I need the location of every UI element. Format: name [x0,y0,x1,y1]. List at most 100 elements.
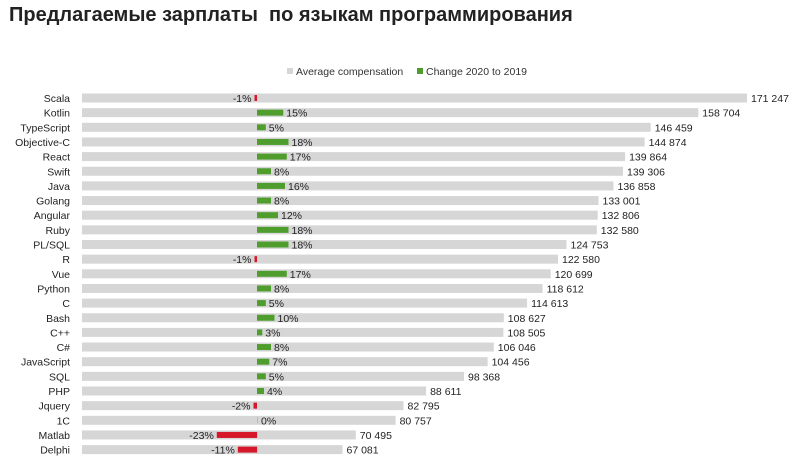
avg-bar-sql [82,371,464,381]
change-bar-python [257,285,271,292]
category-label-objective-c: Objective-C [15,137,70,149]
avg-bar-java [82,181,614,191]
change-bar-typescript [257,124,266,131]
change-value-label-kotlin: 15% [286,108,307,120]
change-bar-sql [257,373,266,380]
change-value-label-sql: 5% [269,371,284,383]
category-label-java: Java [48,181,70,193]
change-bar-php [257,388,264,394]
category-label-vue: Vue [52,269,70,281]
avg-bar-golang [82,196,599,206]
avg-value-label-kotlin: 158 704 [702,108,740,120]
avg-value-label-swift: 139 306 [627,166,665,178]
avg-bar-c [82,298,528,308]
category-label-1c: 1C [57,415,71,427]
change-bar-r [254,256,257,263]
chart-title: Предлагаемые зарплаты по языкам программ… [9,4,573,26]
avg-bar-delphi [82,445,343,455]
change-bar-delphi [237,446,258,453]
avg-value-label-jquery: 82 795 [408,401,440,413]
avg-value-label-java: 136 858 [618,181,656,193]
avg-value-label-c: 114 613 [531,298,568,310]
change-value-label-objective-c: 18% [292,137,313,149]
avg-value-label-javascript: 104 456 [492,357,530,369]
category-label-golang: Golang [36,196,70,208]
avg-bar-python [82,283,543,293]
change-bar-ruby [257,226,289,233]
avg-value-label-r: 122 580 [562,254,600,266]
change-value-label-scala: -1% [233,93,252,105]
avg-bar-pl-sql [82,240,567,249]
category-label-jquery: Jquery [38,401,70,413]
change-value-label-jquery: -2% [232,401,251,413]
change-bar-matlab [216,431,258,438]
change-value-label-php: 4% [267,386,282,398]
change-bar-bash [257,314,275,321]
category-label-python: Python [37,283,70,295]
change-value-label-typescript: 5% [269,122,284,134]
change-bar-1c [257,417,258,424]
avg-value-label-bash: 108 627 [508,313,546,325]
change-bar-javascript [257,358,270,365]
avg-value-label-golang: 133 001 [603,196,641,208]
change-value-label-javascript: 7% [272,357,287,369]
avg-bar-vue [82,269,551,279]
avg-value-label-objective-c: 144 874 [649,137,687,149]
avg-value-label-cplusplus: 108 505 [507,327,545,339]
avg-value-label-matlab: 70 495 [360,430,392,442]
legend-label-average: Average compensation [296,66,403,78]
change-value-label-ruby: 18% [292,225,313,237]
category-label-matlab: Matlab [38,430,70,442]
avg-bar-1c [82,415,396,425]
change-value-label-angular: 12% [281,210,302,222]
change-bar-angular [257,212,278,219]
avg-bar-react [82,152,626,162]
avg-bar-angular [82,210,598,220]
category-label-php: PHP [48,386,70,398]
change-bar-swift [257,168,271,175]
change-value-label-pl-sql: 18% [292,240,313,252]
change-bar-jquery [253,402,257,409]
avg-bar-ruby [82,225,597,235]
change-value-label-c: 5% [269,298,284,310]
category-label-bash: Bash [46,313,70,325]
change-value-label-csharp: 8% [274,342,289,354]
avg-value-label-ruby: 132 580 [601,225,639,237]
category-label-swift: Swift [47,166,70,178]
change-value-label-delphi: -11% [211,445,235,457]
change-bar-scala [254,95,257,101]
change-bar-vue [257,270,287,277]
avg-bar-swift [82,166,623,176]
change-bar-objective-c [257,138,289,145]
legend-swatch-average [287,68,293,74]
avg-value-label-delphi: 67 081 [347,445,379,457]
legend-swatch-change [417,68,423,74]
change-bar-golang [257,197,271,204]
change-value-label-bash: 10% [278,313,299,325]
avg-bar-r [82,254,558,264]
change-bar-cplusplus [257,329,263,336]
change-bar-kotlin [257,109,284,116]
avg-value-label-scala: 171 247 [751,93,789,105]
avg-value-label-python: 118 612 [547,283,584,295]
change-bar-react [257,153,287,160]
legend-label-change: Change 2020 to 2019 [426,66,527,78]
change-value-label-cplusplus: 3% [265,327,280,339]
change-value-label-swift: 8% [274,166,289,178]
change-value-label-python: 8% [274,283,289,295]
change-value-label-1c: 0% [261,415,276,427]
avg-value-label-vue: 120 699 [555,269,593,281]
category-label-csharp: C# [57,342,71,354]
avg-value-label-react: 139 864 [629,152,667,164]
change-value-label-golang: 8% [274,196,289,208]
category-label-cplusplus: C++ [50,327,70,339]
avg-value-label-typescript: 146 459 [655,122,693,134]
change-value-label-vue: 17% [290,269,311,281]
category-label-c: C [62,298,70,310]
avg-value-label-angular: 132 806 [602,210,640,222]
category-label-ruby: Ruby [45,225,70,237]
category-label-pl-sql: PL/SQL [33,240,70,252]
change-value-label-java: 16% [288,181,309,193]
change-bar-pl-sql [257,241,289,248]
